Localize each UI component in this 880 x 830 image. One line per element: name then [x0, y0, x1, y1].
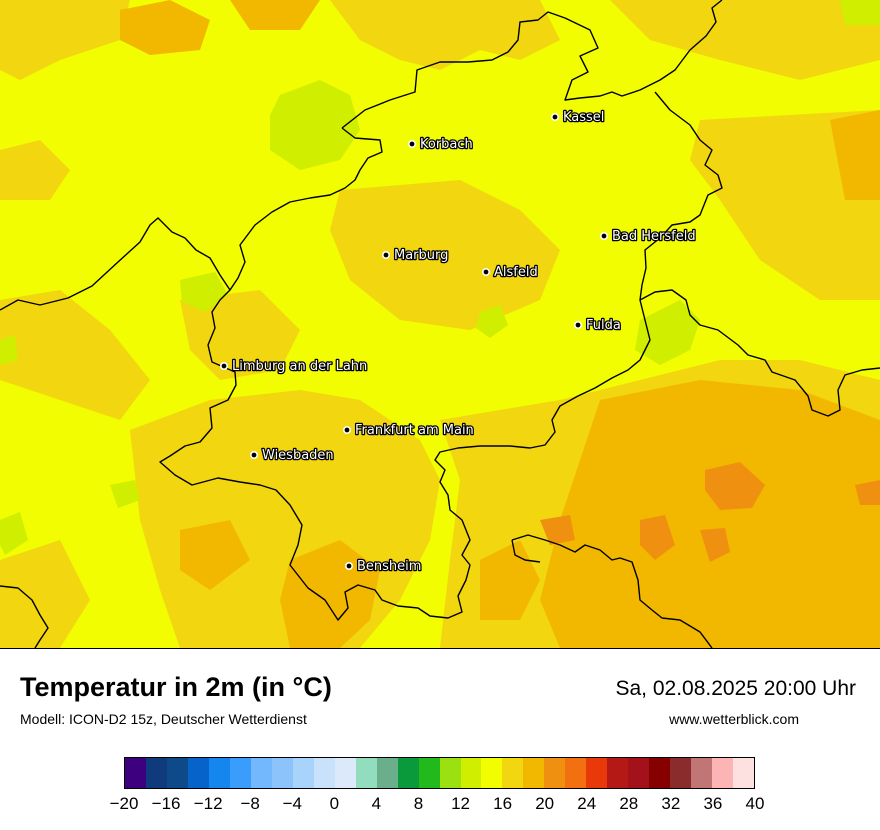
- colorbar-swatch: [208, 758, 230, 788]
- colorbar-swatch: [712, 758, 734, 788]
- colorbar-tick-label: 8: [413, 794, 424, 813]
- colorbar-swatch: [334, 758, 356, 788]
- colorbar-tick-label: 12: [451, 794, 470, 813]
- colorbar-tick-label: 24: [577, 794, 597, 813]
- colorbar-swatch: [544, 758, 566, 788]
- city-label: Limburg an der Lahn: [232, 359, 367, 374]
- temp-field-20-22: [540, 462, 880, 562]
- colorbar-tick-label: 36: [703, 794, 723, 813]
- model-source: Modell: ICON-D2 15z, Deutscher Wetterdie…: [20, 711, 307, 727]
- city-label: Alsfeld: [494, 265, 538, 280]
- map-canvas: Kassel Korbach Bad Hersfeld Marburg Alsfeld F…: [0, 0, 880, 648]
- colorbar-swatch: [166, 758, 188, 788]
- colorbar-swatch: [397, 758, 419, 788]
- website-link[interactable]: www.wetterblick.com: [669, 711, 799, 727]
- colorbar-tick-label: 28: [619, 794, 639, 813]
- colorbar-swatch: [481, 758, 503, 788]
- colorbar-tick-label: 4: [371, 794, 382, 813]
- city-bad-hersfeld: Bad Hersfeld: [599, 228, 697, 245]
- city-dot: [550, 113, 559, 122]
- colorbar-swatch: [460, 758, 482, 788]
- colorbar-swatch: [523, 758, 545, 788]
- colorbar-swatch: [125, 758, 146, 788]
- colorbar-tick-label: −20: [109, 794, 139, 813]
- city-label: Frankfurt am Main: [355, 423, 474, 438]
- colorbar-swatch: [502, 758, 524, 788]
- colorbar-tick-label: 32: [661, 794, 681, 813]
- city-alsfeld: Alsfeld: [481, 264, 539, 281]
- colorbar-swatch: [628, 758, 650, 788]
- temp-field-12-14: [0, 0, 880, 555]
- city-korbach: Korbach: [407, 136, 474, 153]
- colorbar-tick-label: 16: [493, 794, 513, 813]
- colorbar-swatch: [250, 758, 272, 788]
- colorbar-swatch: [418, 758, 440, 788]
- colorbar-swatch: [607, 758, 629, 788]
- colorbar-tick-label: −4: [282, 794, 302, 813]
- city-limburg-an-der-lahn: Limburg an der Lahn: [220, 358, 369, 375]
- colorbar-ticks: −20 −16 −12 −8 −4 0 4 8 12 16 20 24 28 32 36 40: [0, 794, 880, 820]
- valid-time: Sa, 02.08.2025 20:00 Uhr: [615, 677, 856, 700]
- colorbar-swatch: [145, 758, 167, 788]
- colorbar-swatch: [733, 758, 755, 788]
- colorbar-tick-label: −12: [193, 794, 223, 813]
- colorbar-swatch: [649, 758, 671, 788]
- city-dot: [250, 450, 259, 459]
- colorbar-swatch: [187, 758, 209, 788]
- colorbar-swatch: [586, 758, 608, 788]
- colorbar-swatch: [691, 758, 713, 788]
- city-label: Kassel: [563, 110, 604, 125]
- colorbar-tick-label: 20: [535, 794, 555, 813]
- city-label: Bad Hersfeld: [612, 229, 696, 244]
- temperature-map: Kassel Korbach Bad Hersfeld Marburg Alsfeld F…: [0, 0, 880, 649]
- city-dot: [407, 140, 416, 149]
- city-frankfurt-am-main: Frankfurt am Main: [342, 422, 475, 439]
- city-dot: [573, 320, 582, 329]
- city-dot: [344, 561, 353, 570]
- colorbar-swatch: [292, 758, 314, 788]
- city-label: Fulda: [586, 318, 621, 333]
- colorbar-tick-label: −8: [240, 794, 260, 813]
- colorbar-swatch: [355, 758, 377, 788]
- city-fulda: Fulda: [573, 317, 622, 334]
- city-dot: [481, 267, 490, 276]
- city-label: Wiesbaden: [262, 448, 334, 463]
- colorbar-tick-label: 40: [745, 794, 765, 813]
- temp-field-18-20: [120, 0, 880, 648]
- city-dot: [599, 232, 608, 241]
- state-borders: [0, 0, 880, 648]
- colorbar-swatch: [313, 758, 335, 788]
- temperature-colorbar: [124, 757, 755, 789]
- colorbar-tick-label: −16: [151, 794, 181, 813]
- colorbar-swatch: [376, 758, 398, 788]
- city-label: Bensheim: [357, 559, 421, 574]
- city-dot: [381, 251, 390, 260]
- city-marburg: Marburg: [381, 247, 450, 264]
- city-dot: [220, 361, 229, 370]
- colorbar-swatch: [565, 758, 587, 788]
- city-markers: Kassel Korbach Bad Hersfeld Marburg Alsfeld F…: [220, 109, 697, 575]
- city-wiesbaden: Wiesbaden: [250, 447, 335, 464]
- colorbar-swatch: [229, 758, 251, 788]
- city-kassel: Kassel: [550, 109, 606, 126]
- colorbar-swatch: [670, 758, 692, 788]
- city-label: Marburg: [394, 248, 448, 263]
- city-bensheim: Bensheim: [344, 558, 423, 575]
- colorbar-tick-label: 0: [329, 794, 340, 813]
- city-label: Korbach: [420, 137, 473, 152]
- city-dot: [342, 425, 351, 434]
- colorbar-swatch: [439, 758, 461, 788]
- map-title: Temperatur in 2m (in °C): [20, 672, 332, 702]
- colorbar-swatch: [271, 758, 293, 788]
